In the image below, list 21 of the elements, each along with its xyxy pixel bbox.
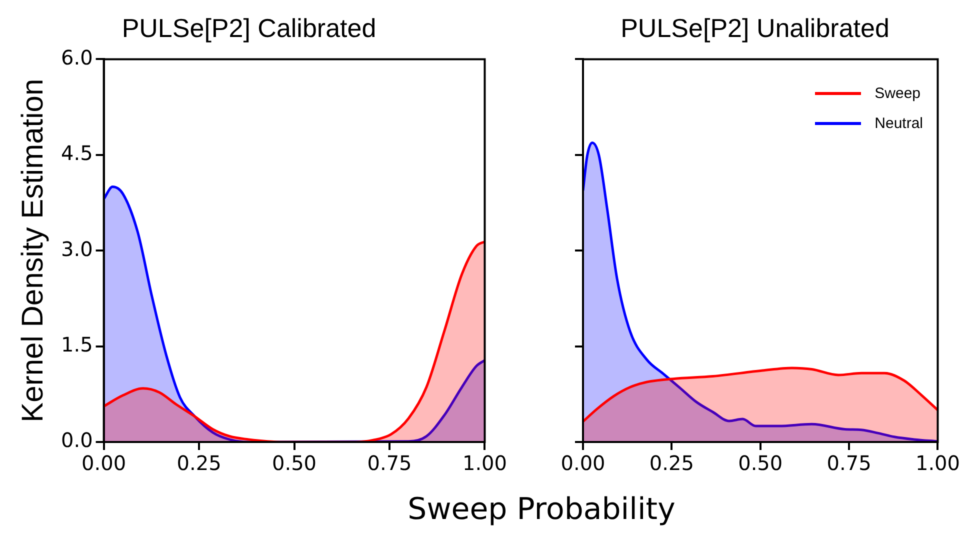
x-tick-label: 0.25 [649,451,694,476]
chart-title: PULSe[P2] Calibrated [122,12,376,43]
y-axis-title: Kernel Density Estimation [16,78,50,422]
chart-title: PULSe[P2] Unalibrated [620,12,890,43]
x-tick-label: 1.00 [915,451,960,476]
y-tick-label: 0.0 [60,428,93,452]
x-tick-label: 0.00 [82,451,126,476]
y-tick-label: 4.5 [60,141,93,166]
x-axis-title: Sweep Probability [406,492,676,527]
y-tick-label: 3.0 [60,236,93,261]
y-tick-label: 6.0 [60,45,93,70]
y-tick-label: 1.5 [60,332,93,357]
x-tick-label: 0.50 [272,451,317,476]
x-tick-label: 1.00 [462,451,507,476]
x-tick-label: 0.75 [826,451,872,476]
x-tick-label: 0.50 [738,451,783,476]
x-tick-label: 0.25 [176,451,222,476]
x-tick-label: 0.00 [560,451,606,476]
legend-label: Sweep [874,84,921,102]
x-tick-label: 0.75 [367,451,412,476]
legend-label: Neutral [874,114,923,132]
